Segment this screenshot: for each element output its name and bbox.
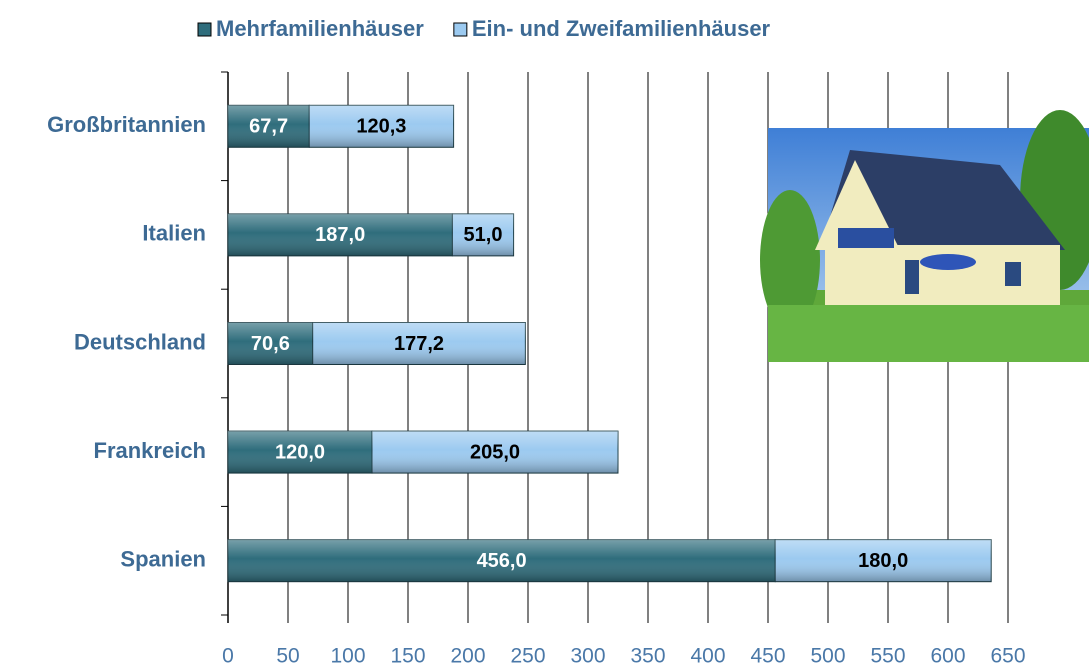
x-tick-label: 150 — [390, 645, 425, 668]
x-tick-label: 0 — [222, 645, 234, 668]
bar-shade — [228, 539, 776, 582]
category-label: Großbritannien — [47, 112, 206, 137]
legend-swatch — [453, 22, 468, 37]
value-label: 187,0 — [315, 224, 365, 246]
category-label: Frankreich — [94, 438, 207, 463]
bar-shade — [228, 431, 372, 474]
bar-shade — [228, 105, 310, 148]
x-tick-label: 100 — [330, 645, 365, 668]
bar-shade — [228, 213, 453, 256]
bar-shade — [228, 322, 313, 365]
x-tick-label: 200 — [450, 645, 485, 668]
value-label: 70,6 — [251, 333, 290, 355]
value-label: 180,0 — [858, 550, 908, 572]
value-label: 120,0 — [275, 441, 325, 463]
value-label: 120,3 — [356, 116, 406, 138]
x-tick-label: 300 — [570, 645, 605, 668]
bar-shade — [372, 431, 618, 474]
house-photo — [760, 110, 1089, 362]
category-label: Spanien — [120, 547, 206, 572]
legend-label: Ein- und Zweifamilienhäuser — [472, 16, 771, 41]
bar-shade — [452, 213, 514, 256]
x-tick-label: 350 — [630, 645, 665, 668]
category-label: Italien — [142, 221, 206, 246]
x-tick-label: 500 — [810, 645, 845, 668]
value-label: 177,2 — [394, 333, 444, 355]
bar-shade — [312, 322, 526, 365]
bar-shade — [309, 105, 454, 148]
value-label: 51,0 — [464, 224, 503, 246]
x-tick-label: 450 — [750, 645, 785, 668]
x-tick-label: 50 — [276, 645, 299, 668]
x-tick-label: 250 — [510, 645, 545, 668]
x-tick-label: 650 — [990, 645, 1025, 668]
legend-label: Mehrfamilienhäuser — [216, 16, 424, 41]
legend-swatch — [197, 22, 212, 37]
value-label: 456,0 — [477, 550, 527, 572]
x-tick-label: 550 — [870, 645, 905, 668]
bar-shade — [775, 539, 992, 582]
x-tick-label: 600 — [930, 645, 965, 668]
x-tick-label: 400 — [690, 645, 725, 668]
value-label: 67,7 — [249, 116, 288, 138]
category-label: Deutschland — [74, 329, 206, 354]
value-label: 205,0 — [470, 441, 520, 463]
